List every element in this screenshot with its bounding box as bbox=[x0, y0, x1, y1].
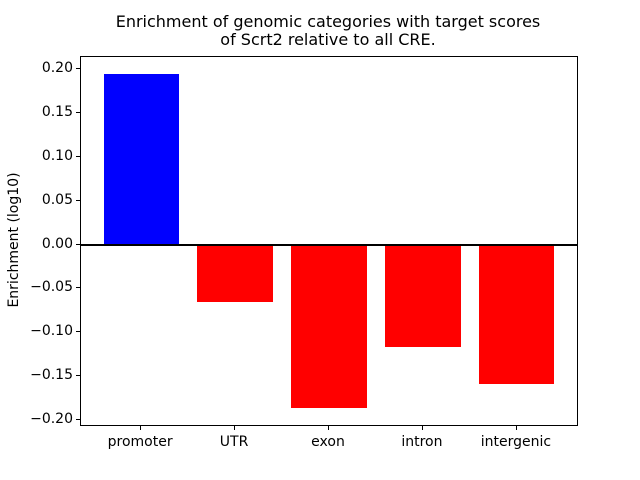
y-tick-label: 0.20 bbox=[41, 60, 73, 77]
y-tick-label: −0.15 bbox=[30, 366, 73, 383]
bar-UTR bbox=[197, 244, 273, 303]
y-tick-label: −0.10 bbox=[30, 323, 73, 340]
y-tick-mark bbox=[76, 374, 80, 376]
x-tick-label-UTR: UTR bbox=[219, 434, 249, 450]
chart-title: Enrichment of genomic categories with ta… bbox=[115, 12, 541, 49]
bar-intergenic bbox=[479, 244, 555, 384]
x-tick-mark bbox=[234, 426, 236, 430]
x-tick-mark bbox=[140, 426, 142, 430]
y-tick-label: 0.05 bbox=[41, 191, 73, 208]
x-tick-label-exon: exon bbox=[311, 434, 345, 450]
bar-exon bbox=[291, 244, 367, 409]
x-tick-mark bbox=[328, 426, 329, 430]
y-tick-mark bbox=[76, 243, 80, 245]
x-tick-label-promoter: promoter bbox=[107, 434, 173, 450]
y-tick-mark bbox=[76, 287, 80, 289]
x-tick-mark bbox=[515, 426, 517, 430]
y-tick-mark bbox=[76, 112, 80, 114]
y-tick-mark bbox=[76, 418, 80, 420]
x-tick-label-intron: intron bbox=[401, 434, 443, 450]
y-tick-label: 0.15 bbox=[41, 104, 73, 121]
y-tick-label: −0.05 bbox=[30, 279, 73, 296]
y-tick-label: 0.10 bbox=[41, 147, 73, 164]
x-tick-label-intergenic: intergenic bbox=[480, 434, 552, 450]
bar-promoter bbox=[103, 73, 179, 245]
y-tick-mark bbox=[76, 199, 80, 201]
y-tick-mark bbox=[76, 155, 80, 157]
zero-line bbox=[81, 243, 577, 246]
y-tick-mark bbox=[76, 68, 80, 70]
x-tick-mark bbox=[421, 426, 423, 430]
bar-intron bbox=[385, 244, 461, 347]
y-tick-label: 0.00 bbox=[41, 235, 73, 252]
y-tick-label: −0.20 bbox=[30, 410, 73, 427]
plot-area bbox=[80, 56, 578, 426]
y-tick-mark bbox=[76, 331, 80, 333]
